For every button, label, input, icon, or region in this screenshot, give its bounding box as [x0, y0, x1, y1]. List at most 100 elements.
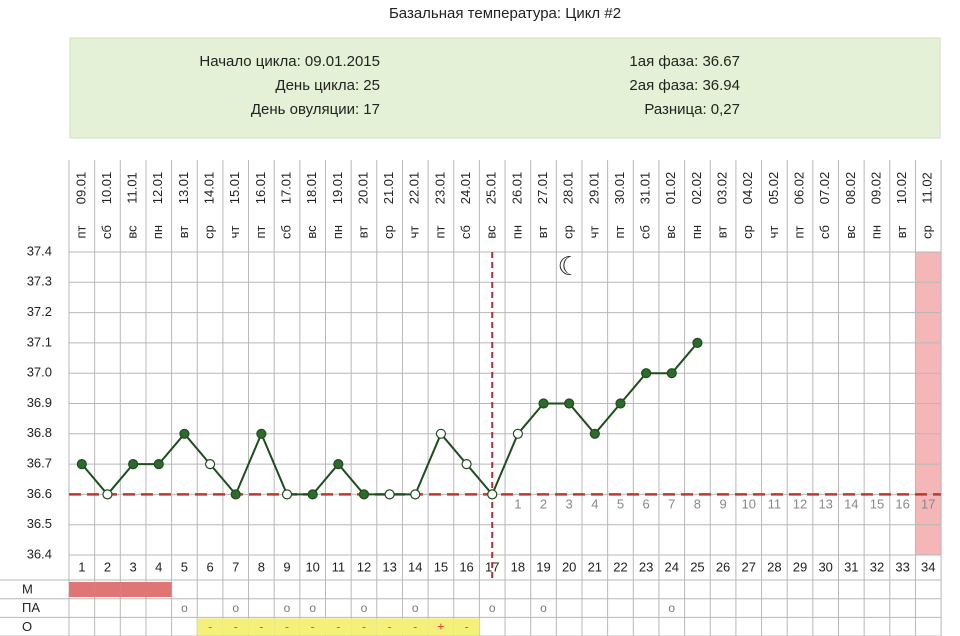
- x-tick-label: 18: [511, 559, 525, 574]
- row-cell-text: -: [362, 620, 366, 634]
- x-tick-label: 22: [613, 559, 627, 574]
- chart-title: Базальная температура: Цикл #2: [389, 5, 621, 22]
- y-tick-label: 36.8: [27, 425, 52, 440]
- y-tick-label: 36.6: [27, 486, 52, 501]
- temperature-point: [692, 337, 703, 348]
- row-mark: [69, 582, 95, 597]
- temperature-point: [307, 489, 318, 500]
- date-label: 12.01: [150, 172, 165, 205]
- date-label: 09.01: [73, 172, 88, 205]
- temperature-point: [358, 489, 370, 500]
- date-label: 08.02: [843, 172, 858, 205]
- date-label: 06.02: [791, 172, 806, 205]
- info-right: 1ая фаза: 36.67: [629, 53, 740, 70]
- temperature-point: [384, 489, 395, 500]
- temperature-point: [76, 459, 87, 470]
- y-tick-label: 37.4: [27, 243, 52, 258]
- row-label: М: [22, 581, 33, 596]
- weekday-label: пт: [791, 225, 806, 238]
- info-left: День овуляции: 17: [251, 101, 380, 118]
- date-label: 20.01: [355, 172, 370, 205]
- weekday-label: пт: [612, 225, 627, 238]
- luteal-day: 1: [514, 496, 521, 511]
- info-left: День цикла: 25: [275, 77, 380, 94]
- row-cell: [428, 618, 454, 636]
- date-label: 25.01: [484, 172, 499, 205]
- row-cell-text: -: [208, 620, 212, 634]
- date-label: 11.02: [920, 172, 935, 204]
- luteal-day: 10: [741, 496, 755, 511]
- luteal-day: 7: [668, 496, 675, 511]
- weekday-label: чт: [407, 226, 422, 239]
- y-tick-label: 37.2: [27, 304, 52, 319]
- info-right: Разница: 0,27: [644, 101, 740, 118]
- weekday-label: пн: [509, 225, 524, 239]
- row-cell: [222, 618, 249, 636]
- date-label: 23.01: [432, 172, 447, 205]
- weekday-label: сб: [817, 225, 832, 239]
- weekday-label: ср: [561, 225, 576, 239]
- luteal-day: 17: [921, 496, 935, 511]
- weekday-label: вс: [843, 225, 858, 239]
- weekday-label: сб: [638, 225, 653, 239]
- row-mark: [145, 582, 172, 597]
- date-label: 05.02: [766, 172, 781, 205]
- y-tick-label: 36.4: [27, 546, 52, 561]
- row-cell: [197, 618, 223, 636]
- date-label: 10.02: [894, 172, 909, 205]
- date-label: 19.01: [330, 172, 345, 205]
- weekday-label: пт: [432, 225, 447, 238]
- x-tick-label: 1: [78, 559, 85, 574]
- date-label: 13.01: [176, 172, 191, 205]
- luteal-day: 2: [540, 496, 547, 511]
- x-tick-label: 30: [818, 559, 832, 574]
- weekday-label: вт: [535, 226, 550, 239]
- row-cell: [402, 618, 429, 636]
- luteal-day: 15: [870, 496, 884, 511]
- date-label: 24.01: [458, 172, 473, 205]
- row-cell-text: -: [465, 620, 469, 634]
- row-cell: [453, 618, 480, 636]
- date-label: 11.01: [125, 172, 140, 204]
- temperature-point: [281, 489, 293, 500]
- temperature-point: [666, 368, 677, 379]
- temperature-point: [435, 428, 447, 439]
- row-cell-text: o: [361, 601, 368, 615]
- weekday-label: вс: [484, 225, 499, 239]
- luteal-day: 11: [768, 496, 782, 511]
- date-label: 31.01: [638, 172, 653, 205]
- x-tick-label: 16: [459, 559, 473, 574]
- temperature-point: [538, 398, 549, 409]
- row-cell-text: o: [181, 601, 188, 615]
- row-mark: [120, 582, 146, 597]
- x-tick-label: 31: [844, 559, 858, 574]
- weekday-label: вт: [176, 226, 191, 239]
- x-tick-label: 25: [690, 559, 704, 574]
- weekday-label: чт: [227, 226, 242, 239]
- weekday-label: чт: [766, 226, 781, 239]
- temperature-point: [179, 428, 190, 439]
- date-label: 01.02: [663, 172, 678, 205]
- luteal-day: 4: [591, 496, 598, 511]
- temperature-point: [230, 489, 241, 500]
- x-tick-label: 2: [104, 559, 111, 574]
- date-label: 27.01: [535, 172, 550, 205]
- row-cell-text: -: [388, 620, 392, 634]
- row-cell-text: o: [540, 601, 547, 615]
- weekday-label: вс: [304, 225, 319, 239]
- row-cell-text: -: [234, 620, 238, 634]
- temperature-line: [81, 342, 699, 497]
- x-tick-label: 19: [536, 559, 550, 574]
- temperature-point: [589, 428, 600, 439]
- row-cell: [248, 618, 275, 636]
- row-mark: [94, 582, 121, 597]
- date-label: 07.02: [817, 172, 832, 205]
- x-tick-label: 15: [434, 559, 448, 574]
- row-cell-text: o: [668, 601, 675, 615]
- luteal-day: 3: [566, 496, 573, 511]
- date-label: 09.02: [868, 172, 883, 205]
- x-tick-label: 33: [895, 559, 909, 574]
- temperature-point: [487, 489, 498, 500]
- row-cell-text: -: [285, 620, 289, 634]
